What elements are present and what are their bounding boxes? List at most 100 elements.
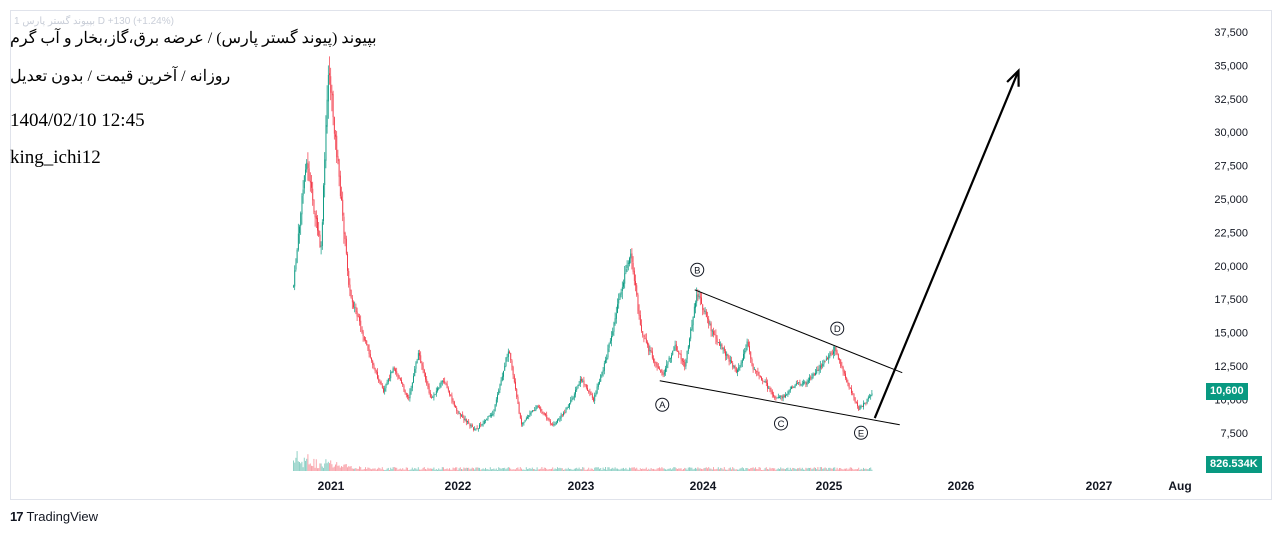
- candle-body: [353, 302, 354, 308]
- volume-bar: [816, 469, 818, 471]
- volume-bar: [600, 468, 602, 471]
- volume-bar: [301, 461, 303, 471]
- candle-body: [782, 395, 784, 399]
- volume-bar: [689, 467, 690, 471]
- volume-bar: [351, 468, 353, 471]
- volume-bar: [441, 467, 443, 471]
- candle-body: [851, 388, 852, 393]
- candle-body: [669, 357, 671, 359]
- volume-bar: [679, 468, 681, 471]
- volume-bar: [529, 468, 531, 471]
- candle-body: [391, 372, 393, 373]
- candle-body: [621, 286, 623, 291]
- candle-body: [582, 380, 584, 382]
- volume-bar: [501, 468, 503, 471]
- volume-bar: [845, 468, 846, 471]
- volume-bar: [330, 460, 332, 471]
- candle-body: [339, 175, 341, 196]
- volume-bar: [440, 469, 442, 471]
- volume-bar: [605, 467, 606, 471]
- volume-bar: [661, 467, 663, 471]
- candle-body: [834, 347, 836, 352]
- volume-bar: [567, 467, 569, 471]
- volume-bar: [863, 467, 864, 471]
- volume-bar: [516, 468, 518, 471]
- candle-body: [327, 75, 329, 102]
- volume-bar: [635, 468, 636, 471]
- candle-body: [475, 428, 477, 430]
- candle-body: [590, 394, 592, 395]
- volume-bar: [817, 467, 819, 471]
- candle-body: [653, 358, 654, 362]
- candle-body: [583, 380, 585, 384]
- candle-body: [523, 421, 525, 423]
- volume-bar: [811, 469, 813, 471]
- volume-bar: [841, 469, 843, 471]
- volume-bar: [431, 468, 432, 471]
- candle-body: [435, 390, 437, 395]
- candle-body: [380, 381, 382, 385]
- volume-bar: [729, 467, 731, 471]
- candle-body: [492, 414, 494, 415]
- volume-bar: [851, 467, 852, 471]
- volume-bar: [323, 467, 324, 471]
- volume-bar: [446, 468, 448, 471]
- volume-bar: [638, 470, 640, 471]
- volume-bar: [812, 468, 814, 471]
- candle-body: [381, 385, 383, 388]
- volume-bar: [842, 469, 844, 471]
- candle-body: [384, 388, 386, 392]
- volume-bar: [645, 467, 647, 471]
- volume-bar: [633, 467, 635, 471]
- volume-bar: [752, 467, 754, 471]
- wave-label-b: B: [690, 262, 705, 277]
- candle-body: [809, 377, 810, 381]
- candle-body: [421, 363, 423, 366]
- volume-bar: [617, 468, 618, 471]
- candle-body: [743, 353, 744, 360]
- volume-bar: [721, 468, 723, 471]
- volume-bar: [557, 467, 558, 471]
- candle-body: [744, 350, 746, 355]
- candle-body: [329, 73, 330, 76]
- volume-bar: [843, 468, 845, 471]
- price-tick-label: 17,500: [1214, 294, 1248, 306]
- volume-bar: [405, 467, 407, 471]
- volume-bar: [799, 467, 801, 471]
- candle-body: [657, 366, 659, 369]
- price-axis: 37,500 35,000 32,500 30,000 27,500 25,000 22,5…: [1214, 27, 1248, 440]
- time-tick-label: 2024: [690, 479, 717, 493]
- candle-body: [843, 371, 845, 374]
- volume-bar: [713, 467, 714, 471]
- volume-bar: [479, 467, 480, 471]
- volume-bar: [305, 460, 306, 471]
- candle-body: [693, 306, 695, 318]
- candle-body: [852, 393, 854, 395]
- candle-body: [293, 285, 294, 287]
- candle-body: [842, 367, 844, 372]
- volume-bar: [725, 469, 726, 471]
- volume-bar: [565, 468, 567, 471]
- volume-bar: [656, 468, 658, 471]
- candle-body: [593, 397, 594, 401]
- tradingview-footer[interactable]: 17 TradingView: [10, 509, 98, 524]
- volume-bar: [543, 467, 545, 471]
- candle-body: [476, 428, 478, 430]
- candle-body: [488, 415, 490, 417]
- volume-bar: [618, 469, 620, 471]
- volume-bar: [781, 468, 783, 471]
- volume-bar: [860, 468, 862, 471]
- volume-bar: [759, 467, 761, 471]
- volume-bar: [570, 468, 572, 471]
- candle-body: [620, 291, 622, 295]
- volume-bar: [691, 467, 693, 471]
- volume-bar: [372, 468, 374, 471]
- volume-bar: [717, 467, 719, 471]
- volume-bar: [738, 469, 740, 471]
- candle-body: [366, 340, 368, 345]
- candle-body: [719, 342, 720, 346]
- candle-body: [645, 338, 647, 343]
- candle-body: [828, 355, 830, 360]
- volume-bar: [861, 469, 863, 471]
